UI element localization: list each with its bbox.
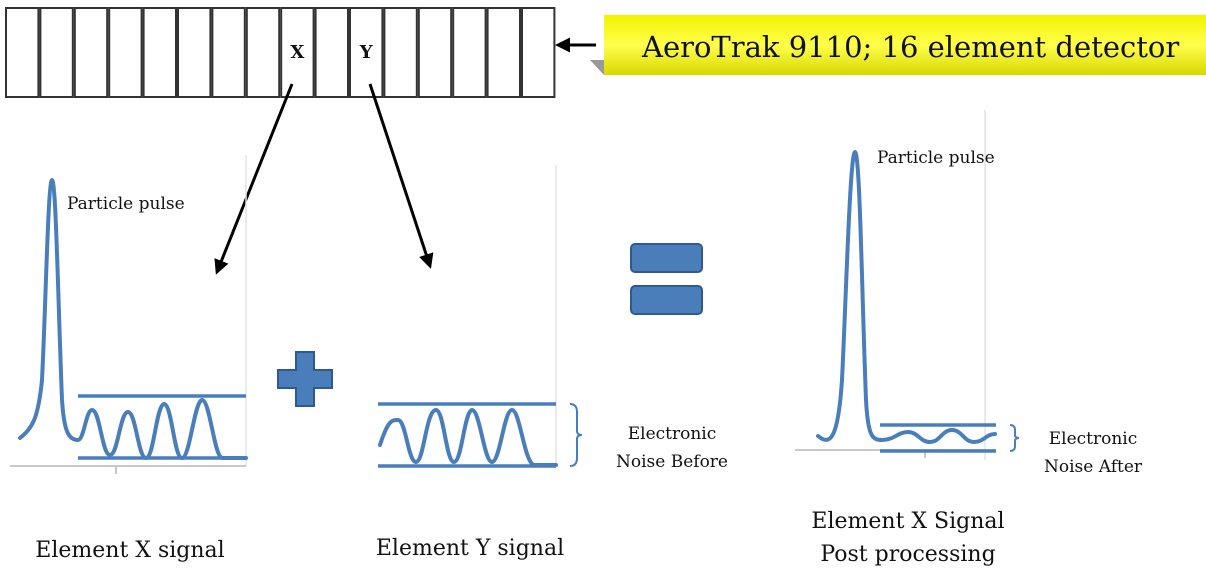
annotation: Particle pulse — [877, 148, 995, 168]
element-label: Y — [359, 42, 374, 63]
detector-element — [314, 7, 350, 98]
detector-element — [417, 7, 453, 98]
signal — [18, 178, 248, 460]
detector-element — [211, 7, 246, 98]
arrow-y — [368, 83, 434, 269]
detector-element — [486, 7, 522, 98]
caption: Element Y signal — [376, 536, 564, 561]
detector-element — [39, 7, 74, 98]
equals-sign — [630, 285, 703, 315]
bracket — [569, 403, 583, 467]
title-shadow — [590, 60, 604, 75]
arrow-x — [214, 83, 294, 275]
caption: Post processing — [820, 542, 995, 567]
detector-element — [108, 7, 143, 98]
annotation: Particle pulse — [67, 194, 185, 214]
detector-element — [521, 7, 556, 98]
noise-label: Electronic — [1049, 429, 1138, 449]
equals-sign — [630, 243, 703, 273]
plus-sign — [277, 351, 333, 407]
signal — [378, 408, 558, 467]
noise-label: Noise After — [1044, 457, 1143, 477]
signal — [816, 150, 997, 444]
detector-element — [349, 7, 384, 98]
noise-label: Noise Before — [616, 452, 728, 472]
title: AeroTrak 9110; 16 element detector — [641, 30, 1179, 64]
noise-label: Electronic — [628, 424, 717, 444]
detector-element — [177, 7, 212, 98]
detector-element — [142, 7, 178, 98]
detector-element — [73, 7, 109, 98]
detector-element — [280, 7, 315, 98]
detector-element — [245, 7, 281, 98]
element-label: X — [290, 42, 304, 63]
caption: Element X signal — [35, 538, 224, 563]
title-box — [604, 15, 1206, 75]
detector-element — [452, 7, 487, 98]
detector-element — [5, 7, 40, 98]
bracket — [1009, 424, 1020, 452]
caption: Element X Signal — [811, 509, 1004, 534]
detector-element — [383, 7, 418, 98]
